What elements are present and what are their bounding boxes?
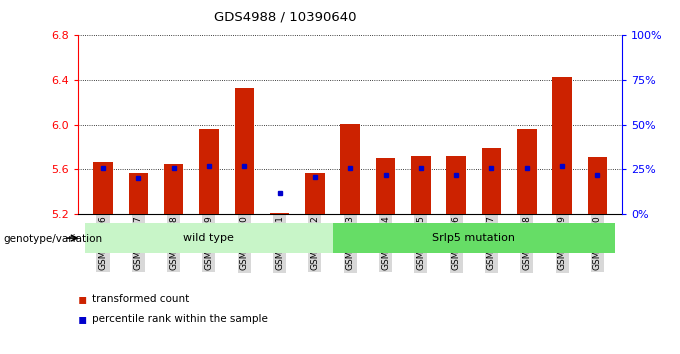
Bar (93, 162, 113, 214)
Bar (517, 129, 537, 214)
Text: GDS4988 / 10390640: GDS4988 / 10390640 (214, 11, 357, 24)
Text: percentile rank within the sample: percentile rank within the sample (92, 314, 268, 324)
Bar (305, 173, 324, 214)
Bar (447, 156, 466, 214)
Bar (333, 223, 615, 253)
Bar (588, 157, 607, 214)
Bar (85, 223, 333, 253)
Bar (164, 164, 184, 214)
Bar (552, 77, 572, 214)
Text: wild type: wild type (184, 233, 235, 243)
Text: ▪: ▪ (78, 312, 88, 326)
Text: transformed count: transformed count (92, 294, 189, 304)
Bar (482, 148, 501, 214)
Bar (235, 88, 254, 214)
Bar (129, 173, 148, 214)
Text: Srlp5 mutation: Srlp5 mutation (432, 233, 515, 243)
Bar (199, 129, 218, 214)
Bar (270, 213, 289, 214)
Text: ▪: ▪ (78, 292, 88, 306)
Bar (411, 156, 430, 214)
Bar (376, 158, 395, 214)
Text: genotype/variation: genotype/variation (3, 234, 103, 244)
Bar (341, 124, 360, 214)
